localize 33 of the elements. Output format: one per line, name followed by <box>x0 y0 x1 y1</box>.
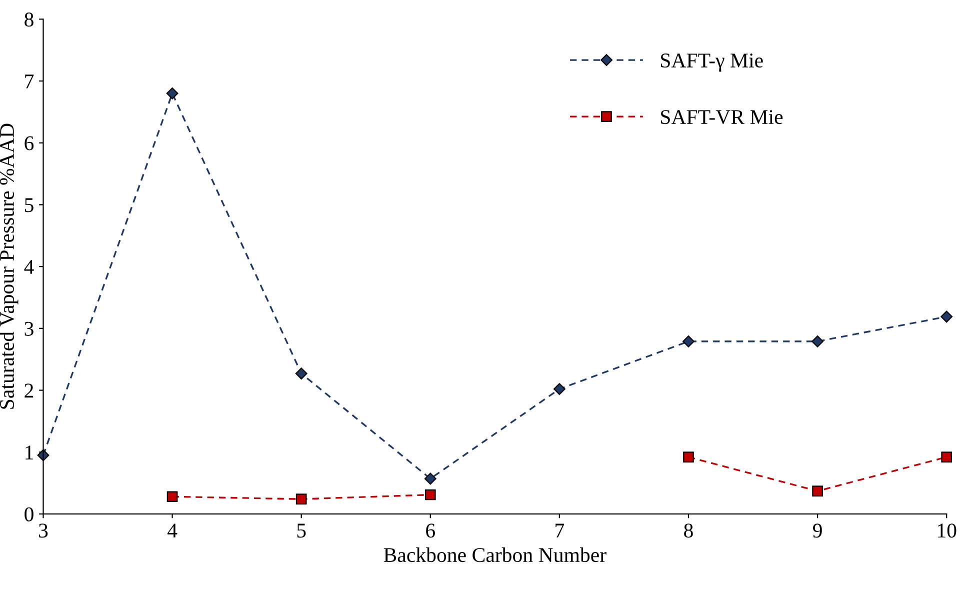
y-tick-label: 7 <box>25 74 34 88</box>
y-tick-label: 0 <box>24 507 34 522</box>
y-tick-label: 8 <box>24 12 34 27</box>
point <box>682 335 694 348</box>
point <box>166 87 178 100</box>
x-tick-label: 9 <box>813 524 822 538</box>
point <box>424 489 436 500</box>
x-tick-label: 6 <box>426 524 435 538</box>
x-tick-label: 3 <box>39 524 48 538</box>
point <box>166 491 178 502</box>
x-tick-label: 5 <box>297 524 306 538</box>
y-tick-label: 2 <box>24 384 34 398</box>
x-tick-label: 4 <box>167 524 178 538</box>
x-tick-label: 8 <box>684 524 693 538</box>
point <box>295 368 308 380</box>
point <box>941 452 952 462</box>
point <box>812 486 823 496</box>
legend-label: SAFT-γ Mie <box>661 54 763 72</box>
y-tick-label: 3 <box>24 322 34 336</box>
x-tick-label: 7 <box>556 524 564 538</box>
point <box>553 383 566 395</box>
legend-label: SAFT-VR Mie <box>661 110 783 124</box>
point <box>940 310 953 323</box>
point <box>683 452 694 462</box>
y-tick-label: 5 <box>25 198 34 212</box>
point <box>424 472 436 485</box>
point <box>296 494 307 505</box>
point <box>812 335 824 348</box>
y-tick-label: 6 <box>24 136 34 150</box>
x-axis-title: Backbone Carbon Number <box>384 547 606 562</box>
x-tick-label: 10 <box>938 524 956 538</box>
y-tick-label: 1 <box>26 446 33 460</box>
y-tick-label: 4 <box>24 260 34 274</box>
